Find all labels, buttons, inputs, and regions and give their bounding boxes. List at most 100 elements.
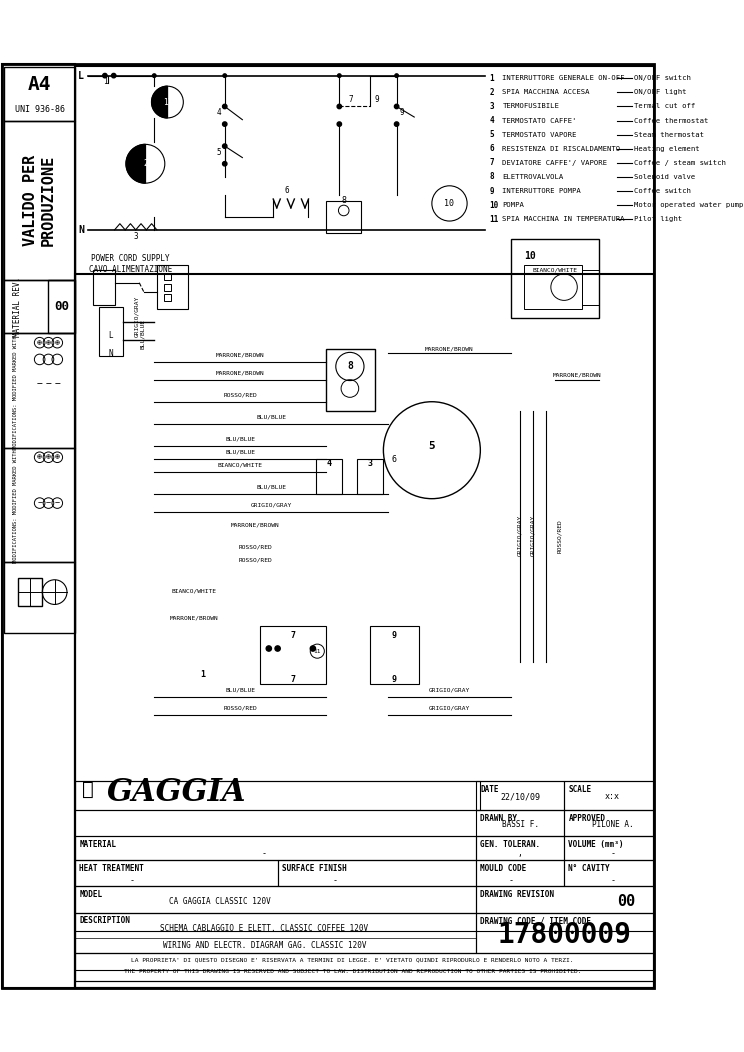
Circle shape xyxy=(222,144,227,148)
Text: A4: A4 xyxy=(28,75,51,94)
Text: ON/OFF light: ON/OFF light xyxy=(634,89,686,96)
Text: HEAT TREATMENT: HEAT TREATMENT xyxy=(80,864,144,872)
Text: MODIFICATIONS: MODIFIED MARKED WITH:: MODIFICATIONS: MODIFIED MARKED WITH: xyxy=(13,446,19,564)
Text: Heating element: Heating element xyxy=(634,146,699,151)
Text: Coffee thermostat: Coffee thermostat xyxy=(634,118,708,123)
Text: 9: 9 xyxy=(489,186,494,196)
Text: DATE: DATE xyxy=(481,785,498,794)
Text: MOULD CODE: MOULD CODE xyxy=(481,864,527,872)
Text: −: − xyxy=(37,499,42,507)
Circle shape xyxy=(337,104,341,108)
Text: DRAWING REVISION: DRAWING REVISION xyxy=(481,890,554,899)
Text: 22/10/09: 22/10/09 xyxy=(500,792,540,801)
Text: ON/OFF switch: ON/OFF switch xyxy=(634,76,690,81)
Text: MARRONE/BROWN: MARRONE/BROWN xyxy=(231,523,280,528)
Text: POMPA: POMPA xyxy=(502,202,525,208)
Text: 4: 4 xyxy=(489,116,494,125)
Text: 11: 11 xyxy=(313,649,321,653)
Text: −: − xyxy=(54,379,60,389)
Text: ⊕: ⊕ xyxy=(55,338,60,347)
Text: POWER CORD SUPPLY: POWER CORD SUPPLY xyxy=(91,255,170,263)
Circle shape xyxy=(103,74,107,78)
Text: LA PROPRIETA' DI QUESTO DISEGNO E' RISERVATA A TERMINI DI LEGGE. E' VIETATO QUIN: LA PROPRIETA' DI QUESTO DISEGNO E' RISER… xyxy=(131,957,574,963)
Text: ROSSO/RED: ROSSO/RED xyxy=(223,705,257,710)
Circle shape xyxy=(394,104,399,108)
Text: ROSSO/RED: ROSSO/RED xyxy=(239,558,272,563)
Text: 6: 6 xyxy=(391,454,397,464)
Circle shape xyxy=(223,74,226,78)
Text: 11: 11 xyxy=(489,215,498,224)
Text: MARRONE/BROWN: MARRONE/BROWN xyxy=(170,615,218,621)
Text: 7: 7 xyxy=(290,674,295,684)
Text: ⊕: ⊕ xyxy=(37,338,42,347)
Text: 5: 5 xyxy=(489,130,494,139)
Text: Coffee switch: Coffee switch xyxy=(634,188,690,194)
Text: 4: 4 xyxy=(217,108,221,117)
Circle shape xyxy=(338,74,341,78)
Text: MARRONE/BROWN: MARRONE/BROWN xyxy=(216,352,265,358)
Text: 2: 2 xyxy=(489,88,494,97)
Text: INTERRUTTORE GENERALE ON-OFF: INTERRUTTORE GENERALE ON-OFF xyxy=(502,76,625,81)
Text: GEN. TOLERAN.: GEN. TOLERAN. xyxy=(481,839,540,849)
Text: 1: 1 xyxy=(200,670,205,680)
Circle shape xyxy=(266,646,272,651)
Text: GAGGIA: GAGGIA xyxy=(106,776,246,808)
Text: 9: 9 xyxy=(374,95,379,104)
Text: BLU/BLUE: BLU/BLUE xyxy=(225,437,255,442)
Text: RESISTENZA DI RISCALDAMENTO: RESISTENZA DI RISCALDAMENTO xyxy=(502,146,620,151)
Text: SURFACE FINISH: SURFACE FINISH xyxy=(282,864,347,872)
Text: MARRONE/BROWN: MARRONE/BROWN xyxy=(553,372,602,378)
Text: 6: 6 xyxy=(489,144,494,154)
Text: GRIGIO/GRAY: GRIGIO/GRAY xyxy=(429,688,470,692)
Text: MATERIAL: MATERIAL xyxy=(80,839,116,849)
Text: 10: 10 xyxy=(444,199,455,208)
Text: −: − xyxy=(46,499,51,507)
Text: PILONE A.: PILONE A. xyxy=(591,821,633,829)
Text: BLU/BLUE: BLU/BLUE xyxy=(141,319,145,349)
Text: N: N xyxy=(109,349,113,358)
Text: −: − xyxy=(36,379,42,389)
Circle shape xyxy=(395,74,398,78)
Circle shape xyxy=(153,74,156,78)
Text: BLU/BLUE: BLU/BLUE xyxy=(225,688,255,692)
Text: 6: 6 xyxy=(284,186,289,195)
Text: ⊕: ⊕ xyxy=(37,452,42,462)
Polygon shape xyxy=(126,144,145,183)
Text: 8: 8 xyxy=(347,362,353,371)
Text: SPIA MACCHINA ACCESA: SPIA MACCHINA ACCESA xyxy=(502,89,590,96)
Text: DRAWING CODE / ITEM CODE: DRAWING CODE / ITEM CODE xyxy=(481,916,591,926)
Text: ,: , xyxy=(518,849,522,858)
Text: CAVO ALIMENTAZIONE: CAVO ALIMENTAZIONE xyxy=(89,265,172,274)
Text: -: - xyxy=(129,876,135,885)
Text: -: - xyxy=(333,876,338,885)
Text: MODIFICATIONS: MODIFIED MARKED WITH:: MODIFICATIONS: MODIFIED MARKED WITH: xyxy=(13,331,19,449)
Text: BASSI F.: BASSI F. xyxy=(501,821,539,829)
Text: ⊕: ⊕ xyxy=(46,338,51,347)
Text: THE PROPERTY OF THIS DRAWING IS RESERVED AND SUBJECT TO LAW. DISTRIBUTION AND RE: THE PROPERTY OF THIS DRAWING IS RESERVED… xyxy=(124,970,581,974)
Text: Steam thermostat: Steam thermostat xyxy=(634,132,704,138)
Text: 7: 7 xyxy=(290,631,295,640)
Text: GRIGIO/GRAY: GRIGIO/GRAY xyxy=(518,515,522,557)
Text: 10: 10 xyxy=(489,201,498,209)
Text: 7: 7 xyxy=(489,159,494,167)
Text: 1: 1 xyxy=(103,77,108,86)
Text: GRIGIO/GRAY: GRIGIO/GRAY xyxy=(134,296,139,337)
Text: 8: 8 xyxy=(489,173,494,182)
Text: ⊕: ⊕ xyxy=(55,452,60,462)
Text: 9: 9 xyxy=(391,674,397,684)
Text: TERMOSTATO VAPORE: TERMOSTATO VAPORE xyxy=(502,132,577,138)
Text: ROSSO/RED: ROSSO/RED xyxy=(239,545,272,549)
Text: -: - xyxy=(262,849,267,858)
Text: 00: 00 xyxy=(617,894,635,909)
Text: GRIGIO/GRAY: GRIGIO/GRAY xyxy=(530,515,536,557)
Text: SCALE: SCALE xyxy=(568,785,591,794)
Circle shape xyxy=(337,122,341,126)
Text: MARRONE/BROWN: MARRONE/BROWN xyxy=(425,346,474,351)
Text: 5: 5 xyxy=(217,147,221,157)
Text: 9: 9 xyxy=(400,108,404,117)
Text: Solenoid valve: Solenoid valve xyxy=(634,174,695,180)
Text: -: - xyxy=(610,849,615,858)
Text: DRAWN BY: DRAWN BY xyxy=(481,814,517,824)
Text: 3: 3 xyxy=(134,232,138,241)
Text: BIANCO/WHITE: BIANCO/WHITE xyxy=(218,463,263,468)
